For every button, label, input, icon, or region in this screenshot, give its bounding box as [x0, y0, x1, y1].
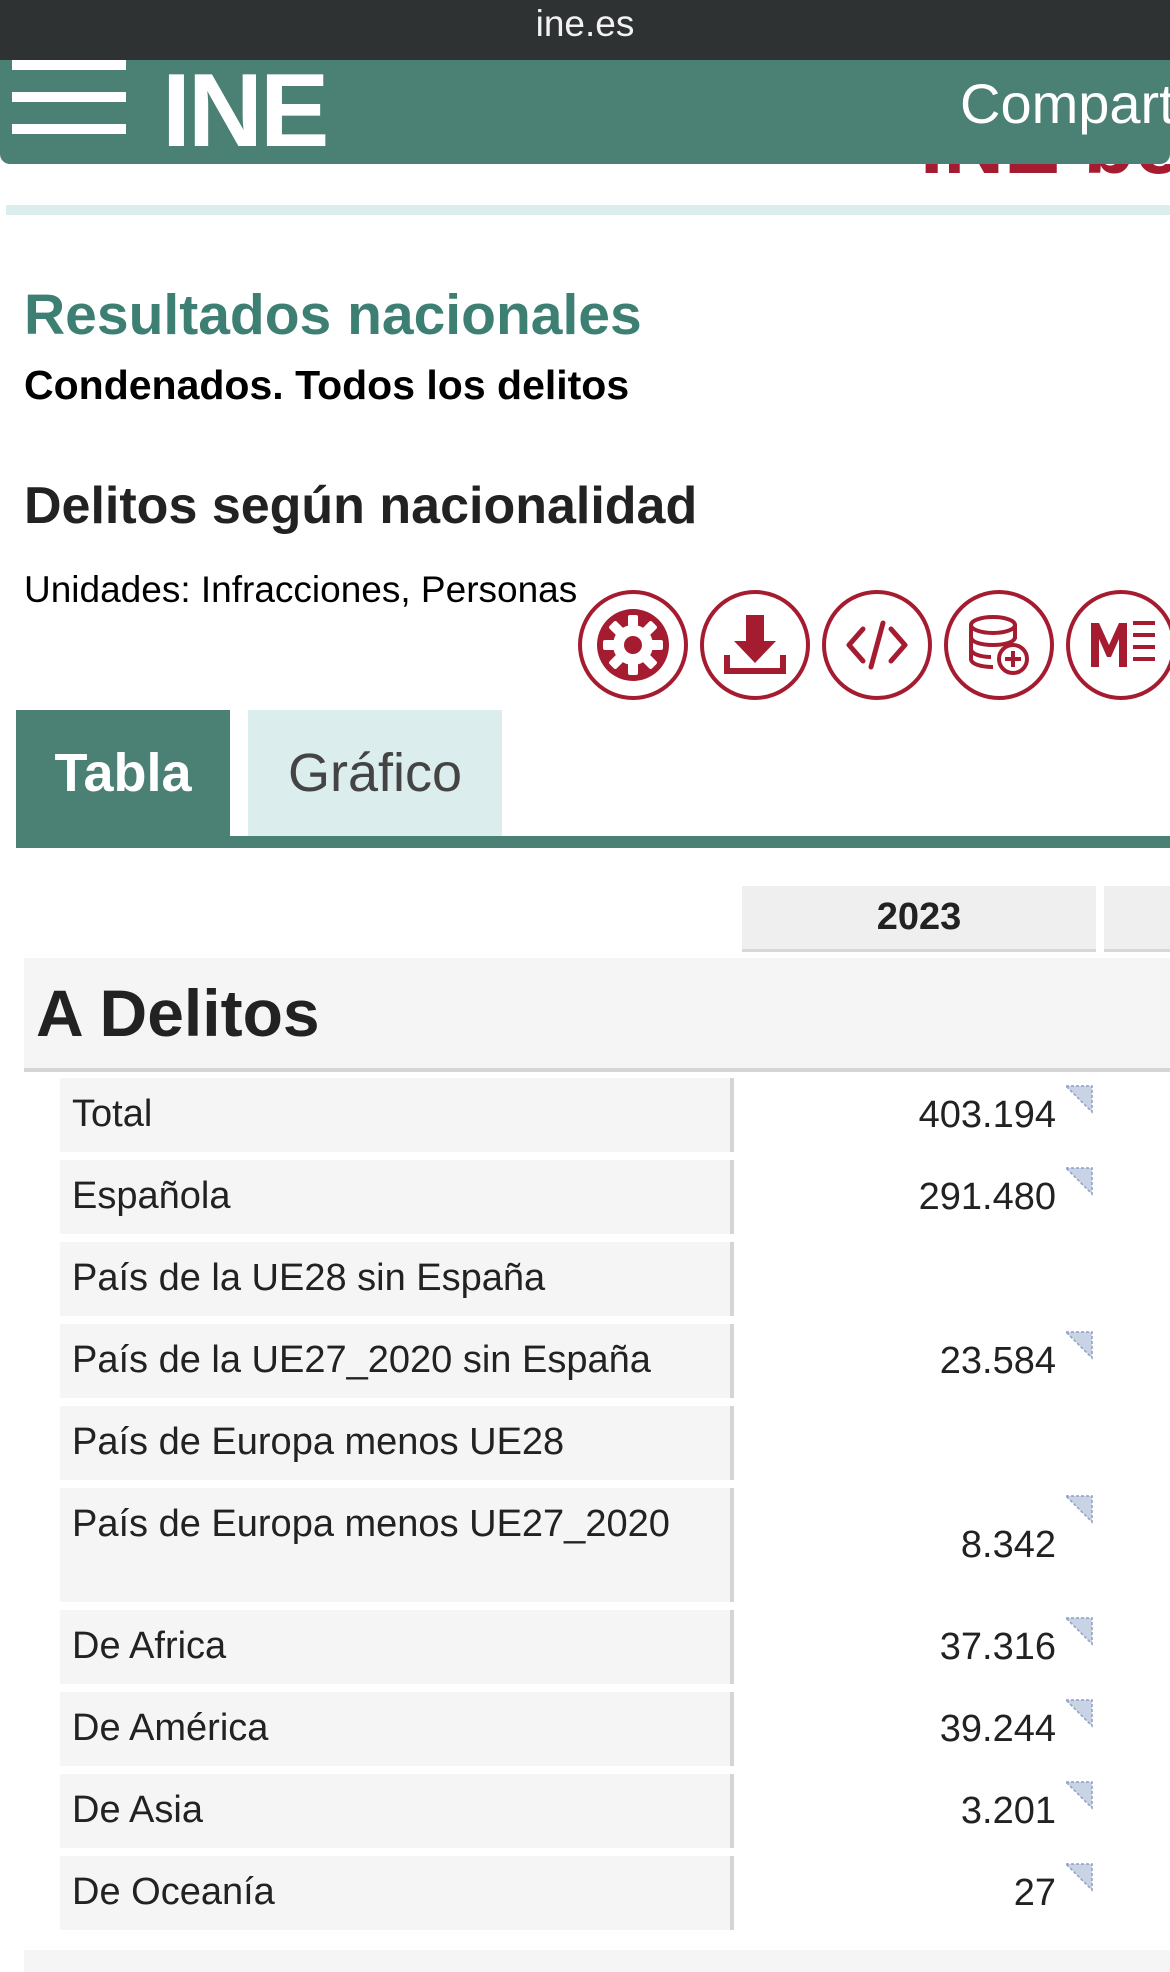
ine-logo[interactable]: INE	[162, 60, 329, 164]
embed-button[interactable]	[822, 590, 932, 700]
row-value: 403.194	[918, 1093, 1056, 1136]
cell-note-icon[interactable]	[1064, 1616, 1094, 1646]
partial-logo: INE be	[920, 164, 1170, 184]
group-row-header: A Delitos	[24, 958, 1170, 1072]
row-value	[742, 1406, 1056, 1480]
add-to-database-button[interactable]	[944, 590, 1054, 700]
browser-url-bar[interactable]: ine.es	[0, 0, 1170, 60]
row-label: Española	[60, 1160, 734, 1234]
table-row: País de Europa menos UE28	[0, 1406, 1170, 1480]
cell-note-icon[interactable]	[1064, 1780, 1094, 1810]
table-row: País de la UE27_2020 sin España 23.584	[0, 1324, 1170, 1398]
row-label: De Asia	[60, 1774, 734, 1848]
year-column-header[interactable]: 2023	[742, 886, 1096, 952]
download-button[interactable]	[700, 590, 810, 700]
cell-note-icon[interactable]	[1064, 1330, 1094, 1360]
menu-icon[interactable]	[12, 60, 126, 140]
database-add-icon	[969, 615, 1029, 675]
row-value: 37.316	[939, 1625, 1056, 1668]
row-value: 23.584	[939, 1339, 1056, 1382]
row-label: Total	[60, 1078, 734, 1152]
table-row: País de Europa menos UE27_2020 8.342	[0, 1488, 1170, 1602]
tab-underline	[16, 836, 1170, 848]
page-subtitle: Condenados. Todos los delitos	[24, 362, 630, 408]
table-row: Total 403.194	[0, 1078, 1170, 1152]
table-row: Española 291.480	[0, 1160, 1170, 1234]
row-label: De Oceanía	[60, 1856, 734, 1930]
metadata-icon	[1091, 621, 1155, 667]
row-label: País de Europa menos UE27_2020	[60, 1488, 734, 1602]
units-text: Unidades: Infracciones, Personas	[24, 569, 578, 610]
site-header: INE Compart	[0, 60, 1170, 164]
download-icon	[724, 615, 786, 674]
table-row: De América 39.244	[0, 1692, 1170, 1766]
row-value: 27	[1013, 1871, 1056, 1914]
row-label: De América	[60, 1692, 734, 1766]
row-value: 3.201	[960, 1789, 1056, 1832]
next-column-header	[1104, 886, 1170, 952]
row-value	[742, 1242, 1056, 1316]
share-button[interactable]: Compart	[960, 72, 1170, 135]
row-value: 8.342	[960, 1523, 1056, 1566]
table-row: De Asia 3.201	[0, 1774, 1170, 1848]
url-text: ine.es	[535, 3, 635, 44]
row-label: De Africa	[60, 1610, 734, 1684]
page-title: Resultados nacionales	[24, 283, 642, 347]
gear-icon	[597, 609, 669, 681]
cell-note-icon[interactable]	[1064, 1862, 1094, 1892]
section-title: Delitos según nacionalidad	[24, 477, 698, 535]
group-label: A Delitos	[36, 976, 320, 1050]
table-row: De Africa 37.316	[0, 1610, 1170, 1684]
tab-chart[interactable]: Gráfico	[248, 710, 502, 836]
cell-note-icon[interactable]	[1064, 1084, 1094, 1114]
metadata-button[interactable]	[1066, 590, 1170, 700]
table-row: País de la UE28 sin España	[0, 1242, 1170, 1316]
embed-code-icon	[846, 620, 908, 670]
cell-note-icon[interactable]	[1064, 1166, 1094, 1196]
row-value: 39.244	[939, 1707, 1056, 1750]
table-row: De Oceanía 27	[0, 1856, 1170, 1930]
row-value: 291.480	[918, 1175, 1056, 1218]
row-label: País de la UE27_2020 sin España	[60, 1324, 734, 1398]
cell-note-icon[interactable]	[1064, 1698, 1094, 1728]
table-bottom-row	[24, 1950, 1170, 1972]
tab-table[interactable]: Tabla	[16, 710, 230, 836]
separator	[6, 205, 1170, 215]
row-label: País de la UE28 sin España	[60, 1242, 734, 1316]
row-label: País de Europa menos UE28	[60, 1406, 734, 1480]
settings-button[interactable]	[578, 590, 688, 700]
cell-note-icon[interactable]	[1064, 1494, 1094, 1524]
